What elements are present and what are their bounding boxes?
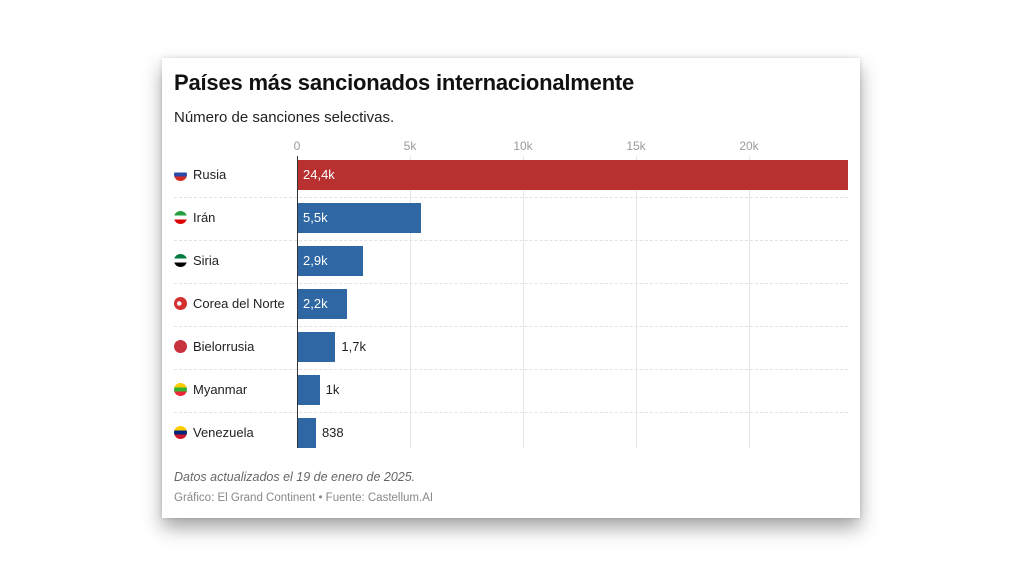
category-label: Venezuela: [174, 424, 254, 440]
value-label: 1k: [325, 382, 340, 397]
category-name: Venezuela: [193, 424, 254, 440]
row-separator: [174, 240, 848, 241]
north-korea-flag-icon: [174, 296, 187, 310]
x-tick-label: 10k: [513, 139, 533, 153]
category-name: Corea del Norte: [193, 295, 285, 311]
value-label: 24,4k: [303, 167, 335, 182]
category-name: Irán: [193, 209, 216, 225]
category-name: Siria: [193, 252, 220, 268]
bar-venezuela: [297, 418, 316, 448]
venezuela-flag-icon: [174, 425, 187, 439]
iran-flag-icon: [174, 210, 187, 224]
category-label: Corea del Norte: [174, 295, 285, 311]
x-gridline: [636, 156, 637, 448]
chart-note: Datos actualizados el 19 de enero de 202…: [174, 470, 416, 484]
bar-rusia: [297, 160, 849, 190]
x-tick-label: 15k: [626, 139, 646, 153]
value-label: 838: [321, 425, 344, 440]
category-name: Bielorrusia: [193, 338, 255, 354]
category-name: Myanmar: [193, 381, 248, 397]
category-label: Myanmar: [174, 381, 247, 397]
category-label: Bielorrusia: [174, 338, 254, 354]
bar-siria: [297, 246, 363, 276]
x-tick-label: 20k: [739, 139, 759, 153]
x-gridline: [749, 156, 750, 448]
category-label: Rusia: [174, 166, 226, 182]
value-label: 1,7k: [341, 339, 366, 354]
x-gridline: [523, 156, 524, 448]
row-separator: [174, 369, 848, 370]
russia-flag-icon: [174, 167, 187, 181]
chart-title: Países más sancionados internacionalment…: [174, 70, 635, 95]
chart-subtitle: Número de sanciones selectivas.: [174, 109, 395, 126]
value-label: 2,9k: [303, 253, 328, 268]
bar-corea-del-norte: [297, 289, 347, 319]
category-name: Rusia: [193, 166, 227, 182]
chart-source: Gráfico: El Grand Continent • Fuente: Ca…: [174, 492, 434, 504]
belarus-flag-icon: [174, 339, 187, 353]
value-label: 2,2k: [303, 296, 328, 311]
row-separator: [174, 412, 848, 413]
row-separator: [174, 283, 848, 284]
bar-irán: [297, 203, 422, 233]
category-label: Irán: [174, 209, 215, 225]
row-separator: [174, 197, 848, 198]
y-axis-line: [297, 156, 298, 448]
bar-bielorrusia: [297, 332, 336, 362]
chart-card: Países más sancionados internacionalment…: [162, 58, 860, 518]
row-separator: [174, 326, 848, 327]
x-tick-label: 0: [293, 139, 301, 153]
category-label: Siria: [174, 252, 219, 268]
bar-myanmar: [297, 375, 320, 405]
x-gridline: [410, 156, 411, 448]
value-label: 5,5k: [303, 210, 328, 225]
x-tick-label: 5k: [403, 139, 417, 153]
syria-flag-icon: [174, 253, 187, 267]
myanmar-flag-icon: [174, 382, 187, 396]
